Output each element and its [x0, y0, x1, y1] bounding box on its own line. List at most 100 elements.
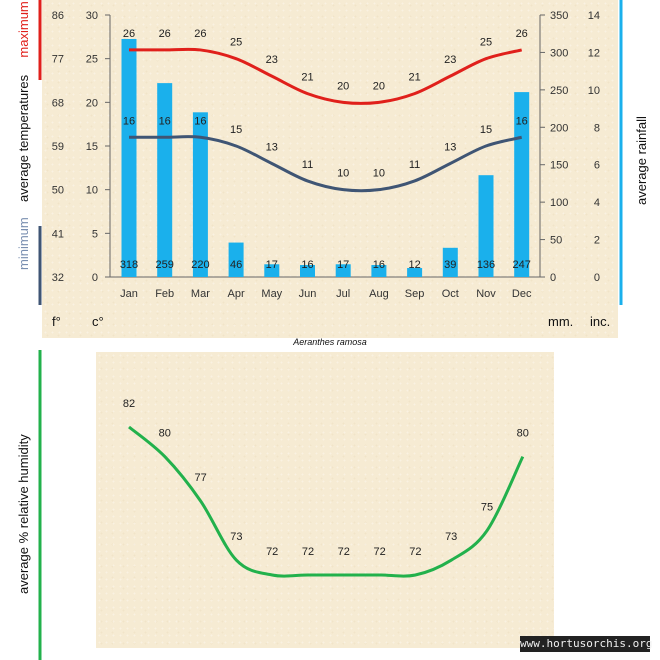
- c-tick-label: 25: [86, 54, 98, 66]
- min-data-label: 16: [516, 115, 528, 127]
- unit-c: c°: [92, 314, 104, 329]
- rain-bar: [442, 247, 458, 277]
- max-data-label: 25: [230, 37, 242, 49]
- rain-data-label: 220: [191, 259, 209, 271]
- min-data-label: 15: [230, 124, 242, 136]
- month-tick-label: Dec: [512, 288, 532, 300]
- humidity-data-label: 80: [517, 428, 529, 440]
- f-tick-label: 32: [52, 272, 64, 284]
- max-temp-line: [128, 47, 523, 105]
- right-axis-label: average rainfall: [634, 116, 649, 205]
- mm-tick-label: 100: [550, 197, 568, 209]
- inc-tick-label: 14: [588, 10, 600, 22]
- rain-data-label: 16: [301, 259, 313, 271]
- max-data-label: 23: [266, 54, 278, 66]
- rain-data-label: 12: [408, 259, 420, 271]
- min-data-label: 10: [337, 168, 349, 180]
- f-axis-ticks: 32 41 50 59 68 77 86: [52, 10, 64, 284]
- humidity-data-labels: 82 80 77 73 72 72 72 72 72 73 75 80: [123, 398, 529, 558]
- humidity-line: [128, 425, 525, 578]
- month-tick-label: May: [261, 288, 282, 300]
- month-tick-label: Jul: [336, 288, 350, 300]
- rain-bar: [335, 264, 351, 277]
- min-data-label: 11: [409, 159, 420, 171]
- f-tick-label: 59: [52, 141, 64, 153]
- max-data-label: 26: [194, 28, 206, 40]
- max-data-label: 26: [516, 28, 528, 40]
- max-data-label: 20: [373, 80, 385, 92]
- humidity-data-label: 77: [194, 472, 206, 484]
- inc-tick-label: 2: [594, 235, 600, 247]
- f-tick-label: 41: [52, 228, 64, 240]
- rain-bar: [157, 83, 173, 278]
- c-tick-label: 30: [86, 10, 98, 22]
- min-data-label: 15: [480, 124, 492, 136]
- chart-title: Aeranthes ramosa: [293, 337, 367, 347]
- mm-tick-label: 250: [550, 85, 568, 97]
- month-tick-label: Jan: [120, 288, 138, 300]
- inc-axis-ticks: 0 2 4 6 8 10 12 14: [588, 10, 600, 284]
- month-tick-label: Apr: [228, 288, 245, 300]
- mm-tick-label: 50: [550, 235, 562, 247]
- month-tick-label: Feb: [155, 288, 174, 300]
- inc-tick-label: 8: [594, 122, 600, 134]
- humidity-data-label: 80: [159, 428, 171, 440]
- rain-data-label: 259: [156, 259, 174, 271]
- watermark: www.hortusorchis.org: [520, 636, 653, 652]
- humidity-data-label: 82: [123, 398, 135, 410]
- rain-bar: [192, 112, 208, 277]
- rain-data-label: 247: [513, 259, 531, 271]
- max-data-label: 26: [159, 28, 171, 40]
- c-tick-label: 5: [92, 228, 98, 240]
- month-tick-label: Jun: [299, 288, 317, 300]
- f-tick-label: 50: [52, 185, 64, 197]
- rain-data-label: 16: [373, 259, 385, 271]
- rain-data-label: 136: [477, 259, 495, 271]
- minimum-label: minimum: [16, 217, 31, 270]
- mm-tick-label: 0: [550, 272, 556, 284]
- humidity-axis-label: average % relative humidity: [16, 434, 31, 594]
- temperature-label: average temperatures: [16, 74, 31, 203]
- max-data-label: 23: [444, 54, 456, 66]
- inc-tick-label: 0: [594, 272, 600, 284]
- min-temp-line: [129, 135, 523, 193]
- climate-axes: [109, 15, 541, 278]
- humidity-data-label: 72: [266, 546, 278, 558]
- mm-tick-label: 350: [550, 10, 568, 22]
- month-ticks: Jan Feb Mar Apr May Jun Jul Aug Sep Oct Nov Dec: [120, 288, 532, 300]
- rain-bar: [407, 268, 423, 277]
- min-data-label: 10: [373, 168, 385, 180]
- f-tick-label: 77: [52, 54, 64, 66]
- rainfall-bars: [121, 38, 530, 278]
- min-data-label: 16: [123, 115, 135, 127]
- inc-tick-label: 4: [594, 197, 600, 209]
- c-axis-ticks: 0 5 10 15 20 25 30: [86, 10, 110, 284]
- month-tick-label: Oct: [442, 288, 459, 300]
- c-tick-label: 0: [92, 272, 98, 284]
- unit-inc: inc.: [590, 314, 611, 329]
- max-data-label: 25: [480, 37, 492, 49]
- inc-tick-label: 10: [588, 85, 600, 97]
- min-data-label: 16: [194, 115, 206, 127]
- month-tick-label: Aug: [369, 288, 389, 300]
- maximum-label: maximum: [16, 1, 31, 58]
- month-tick-label: Nov: [476, 288, 496, 300]
- left-axis-label: minimum average temperatures maximum: [16, 1, 31, 270]
- rain-bar: [300, 265, 315, 277]
- min-data-label: 16: [159, 115, 171, 127]
- min-data-label: 13: [266, 141, 278, 153]
- c-tick-label: 20: [86, 97, 98, 109]
- c-tick-label: 15: [86, 141, 98, 153]
- mm-tick-label: 200: [550, 122, 568, 134]
- rain-data-label: 46: [230, 259, 242, 271]
- humidity-data-label: 72: [373, 546, 385, 558]
- mm-tick-label: 150: [550, 160, 568, 172]
- unit-f: f°: [52, 314, 61, 329]
- rain-data-label: 17: [337, 259, 349, 271]
- month-tick-label: Sep: [405, 288, 425, 300]
- rain-data-label: 318: [120, 259, 138, 271]
- max-data-label: 21: [408, 72, 420, 84]
- humidity-data-label: 75: [481, 502, 493, 514]
- humidity-data-label: 73: [445, 531, 457, 543]
